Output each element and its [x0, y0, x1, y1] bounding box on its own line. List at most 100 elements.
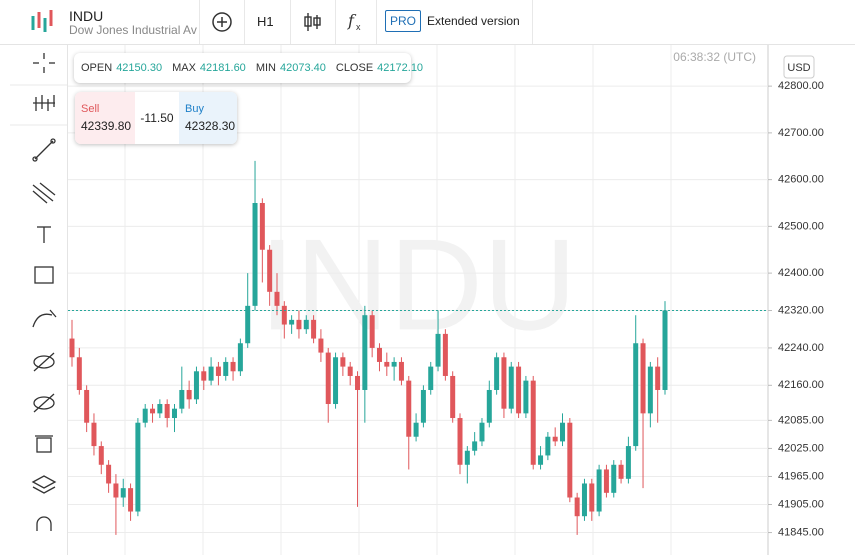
- candle-body: [567, 422, 573, 498]
- y-tick-label: 42240.00: [778, 342, 824, 354]
- candle-body: [69, 338, 75, 358]
- candle-body: [442, 333, 448, 376]
- candle-body: [603, 469, 609, 493]
- y-tick-label: 42320.00: [778, 304, 824, 316]
- candle-body: [391, 361, 397, 367]
- candle-body: [128, 488, 134, 512]
- candle-body: [428, 366, 434, 390]
- y-tick-label: 42085.00: [778, 414, 824, 426]
- ohlc-value: 42150.30: [116, 62, 163, 74]
- candle-body: [215, 366, 221, 376]
- candle-body: [501, 357, 507, 409]
- extended-version[interactable]: Extended version: [427, 14, 520, 28]
- candle-body: [523, 380, 529, 414]
- bars-tool[interactable]: [33, 95, 55, 111]
- ohlc-label: OPEN: [81, 62, 113, 74]
- candle-body: [355, 375, 361, 390]
- candle-body: [413, 422, 419, 437]
- candle-body: [494, 357, 500, 390]
- candle-body: [91, 422, 97, 447]
- candle-body: [201, 371, 207, 381]
- candle-body: [472, 441, 478, 451]
- y-tick-label: 41845.00: [778, 526, 824, 538]
- candle-body: [647, 366, 653, 414]
- candle-body: [340, 357, 346, 367]
- y-tick-label: 42500.00: [778, 220, 824, 232]
- candle-body: [208, 366, 214, 381]
- sell-price: 42339.80: [81, 119, 132, 133]
- chart-type-button[interactable]: [303, 11, 323, 33]
- candle-body: [267, 249, 273, 292]
- candle-body: [245, 305, 251, 344]
- candle-body: [98, 446, 104, 465]
- shape-tool[interactable]: [34, 266, 54, 284]
- trendline-tool[interactable]: [32, 138, 56, 162]
- buy-button[interactable]: Buy 42328.30: [179, 92, 237, 144]
- timeframe[interactable]: H1: [257, 14, 274, 29]
- buy-label: Buy: [185, 103, 204, 115]
- candle-body: [611, 464, 617, 493]
- symbol: INDU: [69, 8, 104, 24]
- candle-body: [479, 422, 485, 442]
- crosshair-tool[interactable]: [33, 53, 55, 73]
- candle-body: [171, 408, 177, 419]
- trade-box: Sell 42339.80 -11.50 Buy 42328.30: [75, 92, 237, 144]
- svg-text:x: x: [356, 22, 361, 32]
- ohlc-label: MAX: [172, 62, 196, 74]
- chart: INDU 06:38:32 (UTC) USD 42800.00 42700.00…: [68, 45, 824, 555]
- svg-text:f: f: [347, 11, 357, 30]
- candle-body: [113, 483, 119, 498]
- y-tick-label: 41965.00: [778, 470, 824, 482]
- candle-body: [179, 389, 185, 409]
- candle-body: [252, 203, 258, 306]
- candle-body: [120, 488, 126, 498]
- ohlc-value: 42073.40: [279, 62, 326, 74]
- y-tick-label: 42700.00: [778, 127, 824, 139]
- candle-body: [274, 291, 280, 306]
- candle-body: [560, 422, 566, 442]
- currency: USD: [787, 62, 810, 74]
- fib-tool[interactable]: [32, 182, 56, 204]
- ohlc-value: 42172.10: [377, 62, 424, 74]
- brush-tool[interactable]: [32, 309, 57, 328]
- candle-body: [318, 338, 324, 353]
- candle-body: [230, 361, 236, 372]
- text-tool[interactable]: [37, 226, 51, 243]
- candle-body: [545, 436, 551, 456]
- ohlc-value: 42181.60: [199, 62, 246, 74]
- candle-body: [574, 497, 580, 517]
- magnet[interactable]: [36, 516, 52, 531]
- candle-body: [237, 343, 243, 372]
- candle-body: [406, 380, 412, 437]
- candle-body: [450, 375, 456, 419]
- candle-body: [362, 315, 368, 390]
- candle-body: [193, 371, 199, 400]
- candle-body: [435, 333, 441, 367]
- candle-body: [662, 310, 668, 390]
- candle-body: [76, 357, 82, 390]
- plot: [68, 85, 768, 535]
- candle-body: [311, 319, 317, 339]
- candle-body: [281, 305, 287, 325]
- candle-body: [369, 315, 375, 348]
- hide-indicators[interactable]: [33, 393, 55, 413]
- candle-body: [84, 389, 90, 423]
- candle-body: [596, 469, 602, 512]
- candle-body: [157, 404, 163, 414]
- instrument-name: Dow Jones Industrial Ave: [69, 23, 197, 37]
- candle-body: [625, 446, 631, 479]
- candle-body: [164, 404, 170, 419]
- sell-button[interactable]: Sell 42339.80: [75, 92, 135, 144]
- y-tick-label: 42600.00: [778, 174, 824, 186]
- layers[interactable]: [31, 475, 57, 494]
- hide-drawings[interactable]: [33, 352, 55, 372]
- clock: 06:38:32 (UTC): [673, 50, 756, 64]
- pro-badge[interactable]: PRO: [385, 10, 422, 32]
- delete-all[interactable]: [35, 435, 53, 453]
- currency-box[interactable]: [783, 55, 815, 79]
- add-button[interactable]: [211, 11, 233, 33]
- candle-body: [508, 366, 514, 409]
- candle-body: [259, 203, 265, 250]
